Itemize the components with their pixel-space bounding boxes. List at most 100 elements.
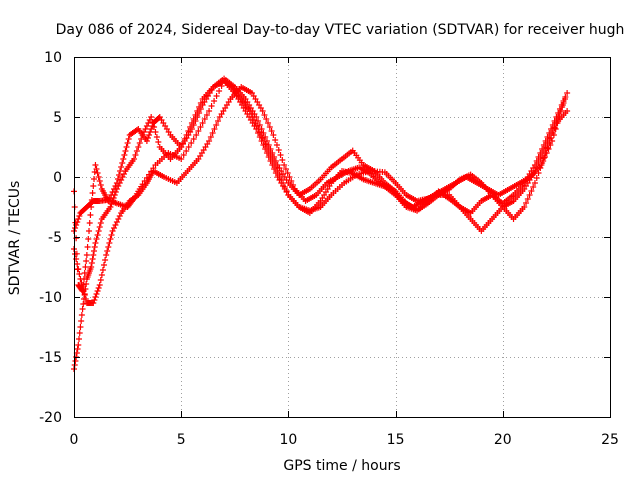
data-point <box>97 277 104 283</box>
data-point <box>98 272 105 278</box>
data-point <box>91 297 98 303</box>
data-point <box>99 267 106 273</box>
data-point <box>266 124 273 130</box>
data-point <box>188 140 195 146</box>
data-point <box>106 240 113 246</box>
data-point <box>269 150 276 156</box>
data-point <box>116 172 123 178</box>
data-point <box>258 138 265 144</box>
data-point <box>143 138 150 144</box>
data-point <box>86 228 93 234</box>
data-point <box>121 171 128 177</box>
data-point <box>265 142 272 148</box>
data-point <box>93 291 100 297</box>
data-point <box>93 236 100 242</box>
data-point <box>83 252 90 258</box>
data-point <box>268 128 275 134</box>
data-point <box>74 346 81 352</box>
data-point <box>521 204 528 210</box>
data-point <box>72 358 79 364</box>
data-point <box>263 138 270 144</box>
data-point <box>116 213 123 219</box>
data-point <box>78 312 85 318</box>
data-point <box>282 166 289 172</box>
data-point <box>96 178 103 184</box>
series-day-2 <box>71 78 568 372</box>
data-point <box>104 248 111 254</box>
data-point <box>143 123 150 129</box>
y-tick-label: -20 <box>39 410 62 426</box>
data-point <box>79 306 86 312</box>
data-point <box>107 204 114 210</box>
data-point <box>206 108 213 114</box>
data-point <box>95 174 102 180</box>
data-point <box>80 282 87 288</box>
grid-lines <box>74 57 610 417</box>
data-point <box>102 257 109 263</box>
data-point <box>180 152 187 158</box>
data-point <box>284 170 291 176</box>
data-point <box>551 125 558 131</box>
data-point <box>77 324 84 330</box>
y-tick-label: 5 <box>53 110 62 126</box>
data-point <box>279 157 286 163</box>
data-point <box>135 144 142 150</box>
data-point <box>273 142 280 148</box>
data-point <box>142 126 149 132</box>
data-point <box>91 244 98 250</box>
x-tick-label: 5 <box>177 432 186 448</box>
data-point <box>281 162 288 168</box>
data-point <box>76 271 83 277</box>
y-axis-ticks: -20 -15 -10 -5 0 5 10 <box>39 50 610 426</box>
data-point <box>89 256 96 262</box>
data-point <box>90 183 97 189</box>
data-point <box>270 132 277 138</box>
data-point <box>74 261 81 267</box>
data-point <box>260 142 267 148</box>
y-tick-label: 10 <box>44 50 62 66</box>
data-point <box>96 224 103 230</box>
x-tick-label: 10 <box>279 432 297 448</box>
data-point <box>124 140 131 146</box>
data-point <box>108 201 115 207</box>
data-point <box>114 176 121 182</box>
data-point <box>194 114 201 120</box>
data-point <box>253 114 260 120</box>
data-point <box>101 262 108 268</box>
data-point <box>94 288 101 294</box>
data-point <box>146 132 153 138</box>
data-point <box>267 158 274 164</box>
data-point <box>112 183 119 189</box>
data-point <box>94 232 101 238</box>
data-point <box>132 152 139 158</box>
data-point <box>540 155 547 161</box>
data-point <box>558 108 565 114</box>
data-point <box>152 129 159 135</box>
data-point <box>253 126 260 132</box>
data-point <box>559 102 566 108</box>
data-markers <box>71 75 571 372</box>
data-point <box>208 103 215 109</box>
y-tick-label: -10 <box>39 290 62 306</box>
data-point <box>561 96 568 102</box>
x-axis-ticks: 0 5 10 15 20 25 <box>70 57 619 448</box>
data-point <box>535 170 542 176</box>
data-point <box>75 342 82 348</box>
data-point <box>131 156 138 162</box>
data-point <box>206 138 213 144</box>
data-point <box>113 219 120 225</box>
data-point <box>76 330 83 336</box>
y-tick-label: -5 <box>48 230 62 246</box>
data-point <box>111 225 118 231</box>
data-point <box>87 212 94 218</box>
data-point <box>107 236 114 242</box>
data-point <box>81 276 88 282</box>
data-point <box>72 219 79 226</box>
data-point <box>148 126 155 132</box>
data-point <box>108 232 115 238</box>
data-point <box>213 93 220 99</box>
data-point <box>155 139 162 145</box>
data-point <box>261 112 268 118</box>
data-point <box>112 222 119 228</box>
data-point <box>79 288 86 294</box>
